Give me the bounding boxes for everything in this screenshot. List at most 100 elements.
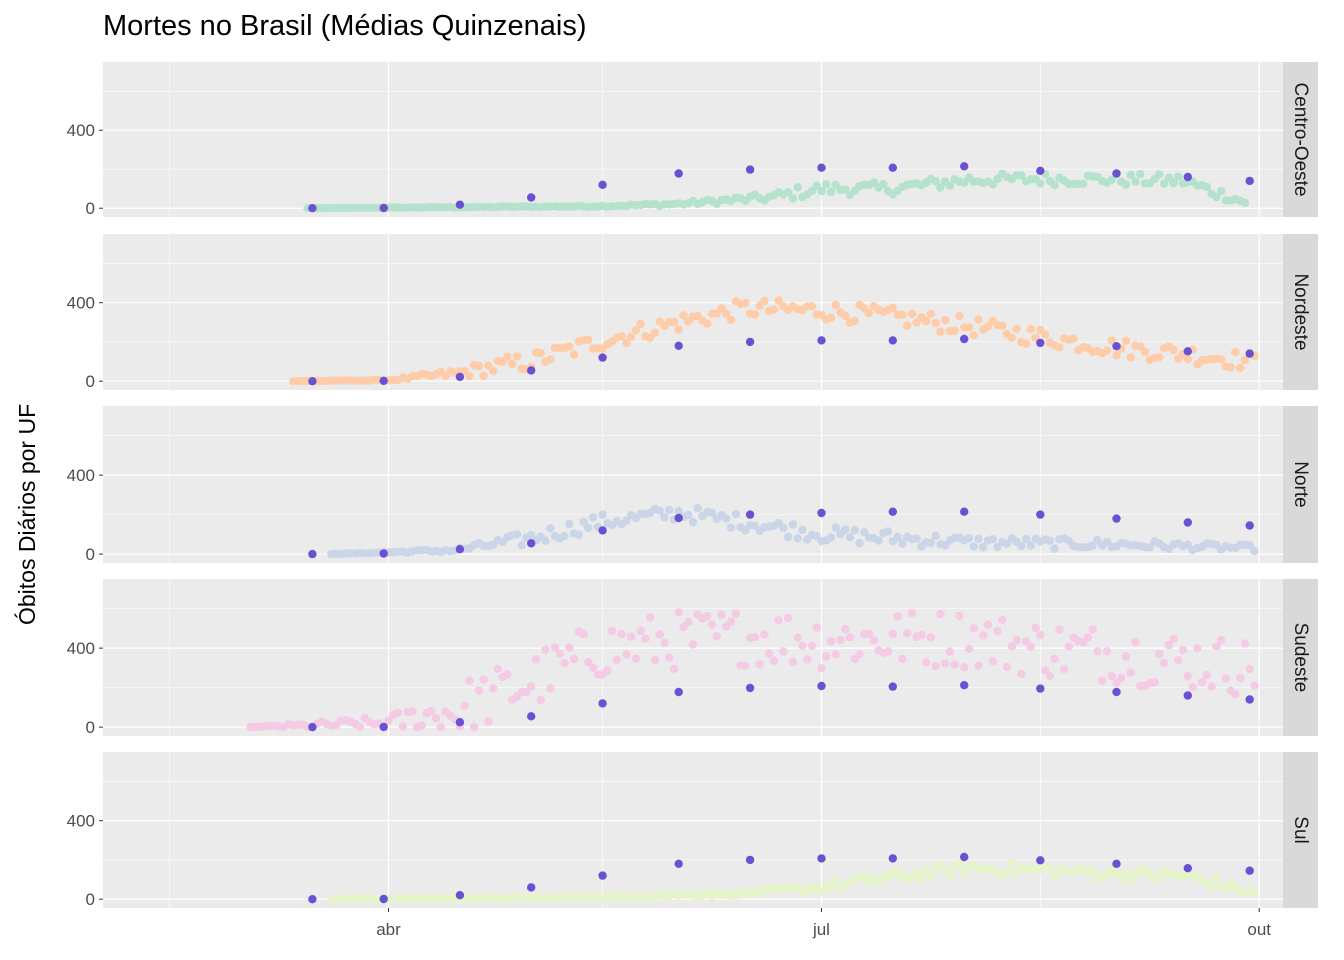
daily-point — [1183, 355, 1193, 364]
daily-point — [650, 655, 660, 665]
daily-point — [988, 180, 997, 189]
daily-point — [503, 352, 512, 361]
daily-point — [1164, 173, 1174, 182]
daily-point — [1250, 888, 1259, 898]
daily-point — [941, 864, 950, 874]
daily-point — [1207, 682, 1216, 691]
biweekly-point — [1183, 864, 1193, 873]
daily-point — [674, 506, 683, 516]
daily-point — [769, 656, 779, 665]
daily-point — [1088, 866, 1097, 875]
daily-point — [841, 624, 850, 634]
daily-point — [684, 617, 693, 627]
daily-point — [960, 663, 969, 672]
daily-point — [1007, 858, 1016, 868]
daily-point — [831, 300, 840, 310]
biweekly-point — [308, 549, 317, 559]
biweekly-point — [598, 353, 607, 362]
daily-point — [1197, 677, 1207, 687]
daily-point — [912, 534, 921, 543]
daily-point — [1131, 177, 1140, 186]
facet-panel-nordeste: 0 400 Nordeste — [67, 234, 1318, 391]
daily-point — [921, 316, 931, 326]
daily-point — [893, 612, 902, 621]
daily-point — [1050, 654, 1059, 663]
daily-point — [622, 339, 631, 348]
daily-point — [1055, 625, 1064, 634]
daily-point — [1012, 635, 1021, 645]
daily-point — [793, 534, 802, 543]
daily-point — [983, 620, 993, 629]
daily-point — [1069, 868, 1078, 877]
daily-point — [631, 326, 641, 335]
daily-point — [717, 304, 726, 313]
daily-point — [641, 634, 650, 643]
biweekly-point — [1183, 518, 1193, 527]
daily-point — [1193, 644, 1202, 653]
daily-point — [560, 531, 569, 541]
daily-point — [812, 181, 821, 190]
daily-point — [493, 664, 503, 673]
biweekly-point — [379, 376, 388, 385]
biweekly-point — [817, 508, 826, 518]
daily-point — [1050, 544, 1059, 553]
daily-point — [474, 686, 484, 695]
daily-point — [1045, 671, 1055, 681]
daily-point — [869, 636, 878, 645]
daily-point — [1031, 623, 1040, 633]
daily-point — [926, 871, 936, 881]
biweekly-point — [960, 507, 969, 516]
daily-point — [993, 174, 1002, 184]
daily-point — [1045, 864, 1055, 873]
daily-point — [983, 322, 993, 331]
daily-point — [565, 342, 574, 351]
daily-point — [607, 626, 617, 636]
daily-point — [1050, 181, 1059, 190]
daily-point — [845, 633, 855, 642]
daily-point — [1178, 645, 1188, 655]
y-tick-label: 400 — [67, 639, 95, 658]
biweekly-point — [817, 681, 826, 691]
biweekly-point — [379, 894, 388, 904]
daily-point — [926, 633, 936, 642]
daily-point — [1245, 541, 1254, 550]
daily-point — [622, 516, 631, 525]
biweekly-point — [455, 891, 465, 900]
daily-point — [907, 309, 917, 318]
daily-point — [784, 188, 793, 197]
y-tick-label: 0 — [86, 372, 95, 391]
biweekly-point — [674, 859, 683, 868]
daily-point — [907, 608, 917, 618]
biweekly-point — [1183, 172, 1193, 182]
daily-point — [1112, 351, 1121, 360]
daily-points-sudeste — [246, 608, 1259, 732]
daily-point — [688, 640, 698, 649]
daily-point — [669, 317, 679, 327]
daily-point — [1112, 869, 1121, 879]
biweekly-point — [674, 687, 683, 697]
biweekly-point — [960, 334, 969, 344]
facet-strip — [1283, 752, 1318, 908]
daily-point — [784, 613, 793, 623]
daily-point — [731, 609, 740, 618]
daily-point — [1236, 674, 1245, 683]
daily-point — [1026, 324, 1036, 334]
daily-point — [398, 722, 407, 731]
daily-point — [1012, 868, 1021, 878]
daily-point — [717, 610, 726, 619]
daily-point — [384, 716, 393, 725]
daily-point — [769, 305, 779, 314]
daily-point — [941, 315, 950, 325]
daily-point — [993, 627, 1002, 636]
biweekly-point — [960, 162, 969, 171]
daily-point — [1183, 671, 1193, 681]
daily-point — [855, 538, 864, 548]
biweekly-point — [1245, 695, 1254, 704]
facet-panel-norte: 0 400 Norte — [67, 406, 1318, 564]
daily-point — [512, 530, 522, 539]
daily-point — [1216, 186, 1226, 196]
daily-point — [1231, 689, 1240, 699]
daily-point — [1240, 198, 1250, 208]
daily-point — [1088, 541, 1097, 550]
daily-point — [779, 647, 788, 656]
